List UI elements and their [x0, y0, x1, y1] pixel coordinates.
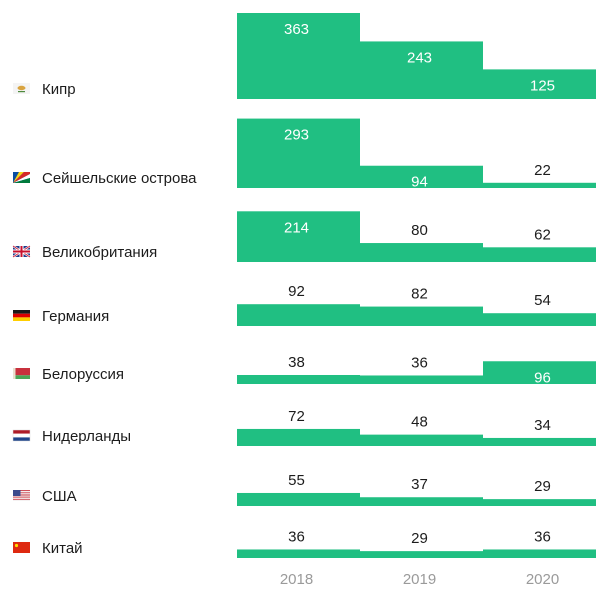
bar	[483, 437, 596, 446]
data-label: 48	[411, 414, 428, 431]
country-label: США	[42, 488, 77, 505]
country-label: Кипр	[42, 81, 76, 98]
data-label: 55	[288, 472, 305, 489]
chart-row: США 55 37 29	[13, 472, 596, 506]
bar	[237, 304, 360, 326]
data-label: 92	[288, 283, 305, 300]
chart-row: Нидерланды 72 48 34	[12, 408, 596, 446]
x-tick-label: 2020	[526, 571, 559, 588]
bar	[483, 69, 596, 99]
cyprus-flag-icon	[13, 83, 30, 94]
chart-row: Белоруссия 38 36 96	[13, 354, 596, 386]
data-label: 34	[534, 417, 551, 434]
country-label: Великобритания	[42, 244, 157, 261]
data-label: 36	[411, 354, 428, 371]
data-label: 54	[534, 292, 551, 309]
chart-row: Великобритания 214 80 62	[12, 211, 596, 262]
bar	[360, 497, 483, 506]
country-label: Нидерланды	[42, 428, 131, 445]
chart-row: Кипр 363 243 125	[13, 13, 596, 99]
country-label: Сейшельские острова	[42, 170, 197, 187]
bar	[483, 499, 596, 506]
bar	[360, 41, 483, 99]
data-label: 125	[530, 77, 555, 94]
netherlands-flag-icon	[12, 429, 31, 442]
bar	[237, 118, 360, 188]
country-label: Китай	[42, 540, 83, 557]
bar	[483, 549, 596, 558]
bar	[360, 375, 483, 384]
data-label: 36	[288, 528, 305, 545]
data-label: 29	[411, 530, 428, 547]
seychelles-flag-icon	[13, 172, 30, 183]
bar	[360, 165, 483, 188]
data-label: 72	[288, 408, 305, 425]
country-label: Германия	[42, 308, 109, 325]
belarus-flag-icon	[13, 368, 30, 379]
bar	[483, 182, 596, 188]
bar	[237, 492, 360, 506]
germany-flag-icon	[13, 310, 30, 321]
usa-flag-icon	[13, 490, 30, 501]
bar	[360, 306, 483, 326]
bar	[237, 374, 360, 384]
data-label: 36	[534, 528, 551, 545]
x-tick-label: 2018	[280, 571, 313, 588]
bar	[360, 434, 483, 446]
bar	[237, 549, 360, 558]
bar	[483, 313, 596, 326]
bar	[360, 551, 483, 558]
data-label: 293	[284, 127, 309, 144]
china-flag-icon	[13, 542, 30, 553]
uk-flag-icon	[12, 245, 31, 258]
bar	[360, 243, 483, 262]
chart-row: Китай 36 29 36	[13, 528, 596, 558]
data-label: 243	[407, 49, 432, 66]
data-label: 94	[411, 174, 428, 191]
data-label: 22	[534, 162, 551, 179]
data-label: 363	[284, 21, 309, 38]
data-label: 96	[534, 369, 551, 386]
data-label: 37	[411, 476, 428, 493]
data-label: 82	[411, 286, 428, 303]
bar	[483, 361, 596, 384]
data-label: 38	[288, 354, 305, 371]
chart-row: Германия 92 82 54	[13, 283, 596, 326]
x-tick-label: 2019	[403, 571, 436, 588]
country-label: Белоруссия	[42, 366, 124, 383]
bar	[237, 428, 360, 446]
data-label: 29	[534, 478, 551, 495]
bar	[237, 13, 360, 99]
data-label: 62	[534, 226, 551, 243]
chart-row: Сейшельские острова 293 94 22	[13, 118, 596, 191]
bar	[237, 211, 360, 262]
data-label: 80	[411, 222, 428, 239]
data-label: 214	[284, 219, 309, 236]
bar	[483, 247, 596, 262]
